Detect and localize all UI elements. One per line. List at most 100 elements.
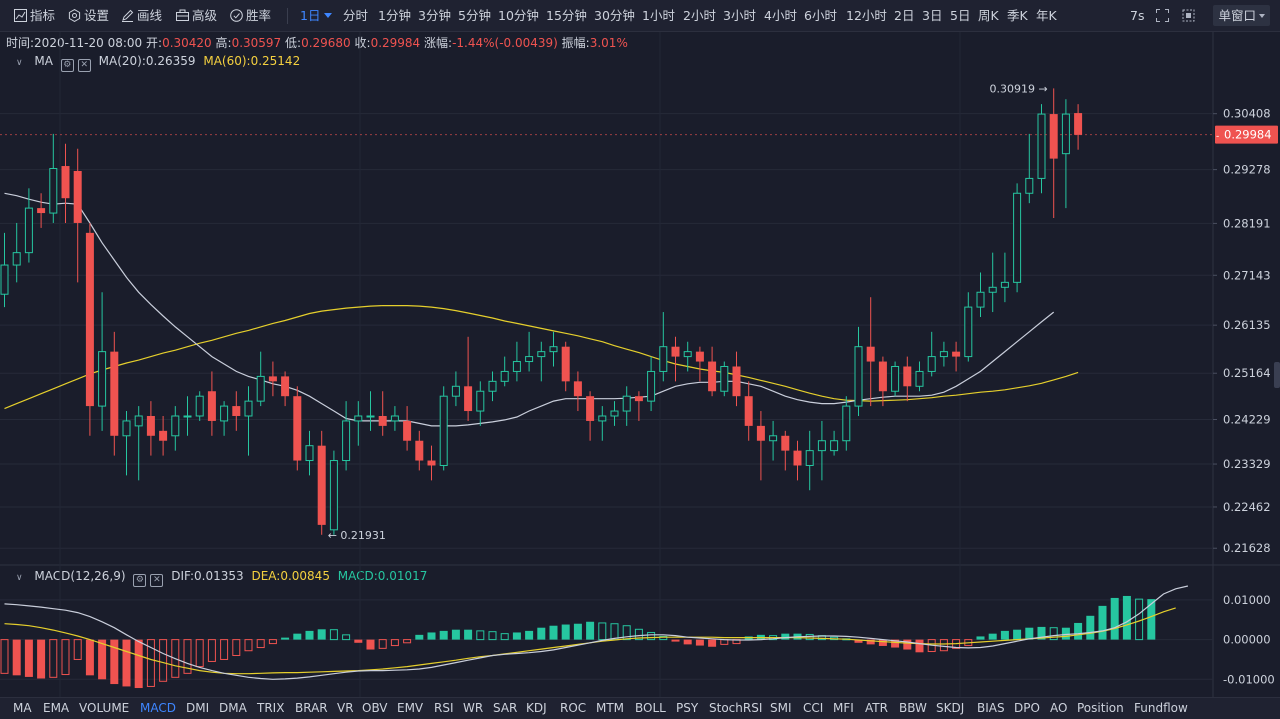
macd-bar: [49, 639, 58, 678]
collapse-chevron-icon[interactable]: ∨: [16, 573, 23, 583]
window-mode-select[interactable]: 单窗口: [1213, 5, 1270, 26]
interval-year[interactable]: 年K: [1036, 8, 1057, 23]
candle-body: [85, 232, 94, 407]
tab-boll[interactable]: BOLL: [635, 701, 666, 715]
refresh-interval[interactable]: 7s: [1130, 8, 1145, 23]
draw-line-button[interactable]: 画线: [121, 0, 162, 31]
candle-body: [903, 366, 912, 387]
candle-body: [73, 170, 82, 223]
interval-6h[interactable]: 6小时: [804, 8, 837, 23]
interval-3h[interactable]: 3小时: [723, 8, 756, 23]
interval-30m[interactable]: 30分钟: [594, 8, 635, 23]
tab-psy[interactable]: PSY: [676, 701, 699, 715]
macd-bar: [695, 639, 704, 646]
tab-dpo[interactable]: DPO: [1014, 701, 1040, 715]
low-label: 低:: [285, 36, 302, 50]
interval-3d[interactable]: 3日: [922, 8, 943, 23]
tab-bbw[interactable]: BBW: [899, 701, 927, 715]
macd-bar: [939, 639, 948, 652]
tab-dmi[interactable]: DMI: [186, 701, 210, 715]
settings-button[interactable]: 设置: [68, 0, 109, 31]
tab-fundflow[interactable]: Fundflow: [1134, 701, 1188, 715]
candle-body: [354, 415, 363, 422]
tab-sar[interactable]: SAR: [493, 701, 518, 715]
tab-mtm[interactable]: MTM: [596, 701, 625, 715]
tab-position[interactable]: Position: [1077, 701, 1124, 715]
min-price-label: ← 0.21931: [328, 529, 386, 542]
tab-mfi[interactable]: MFI: [833, 701, 854, 715]
tab-skdj[interactable]: SKDJ: [936, 701, 965, 715]
macd-bar: [403, 639, 412, 644]
interval-1h[interactable]: 1小时: [642, 8, 675, 23]
interval-5d[interactable]: 5日: [950, 8, 971, 23]
close-icon[interactable]: ✕: [77, 59, 91, 72]
interval-label: 1日: [300, 8, 321, 23]
interval-2h[interactable]: 2小时: [683, 8, 716, 23]
tab-brar[interactable]: BRAR: [295, 701, 328, 715]
tab-bias[interactable]: BIAS: [977, 701, 1005, 715]
interval-4h[interactable]: 4小时: [764, 8, 797, 23]
advanced-button[interactable]: 高级: [176, 0, 217, 31]
candle-body: [988, 286, 997, 293]
interval-15m[interactable]: 15分钟: [546, 8, 587, 23]
tab-macd[interactable]: MACD: [140, 701, 176, 715]
candle-body: [500, 370, 509, 382]
candle-body: [708, 361, 717, 392]
screenshot-icon[interactable]: [1182, 9, 1195, 22]
tab-atr[interactable]: ATR: [865, 701, 888, 715]
interval-timeshare[interactable]: 分时: [343, 8, 369, 23]
interval-2d[interactable]: 2日: [894, 8, 915, 23]
tab-ao[interactable]: AO: [1050, 701, 1068, 715]
close-icon[interactable]: ✕: [150, 574, 164, 587]
fullscreen-icon[interactable]: [1156, 9, 1169, 22]
candle-body: [244, 400, 253, 417]
interval-12h[interactable]: 12小时: [846, 8, 887, 23]
macd-bar: [73, 639, 82, 660]
price-tick-label: 0.26135: [1223, 318, 1271, 332]
close-label: 收:: [354, 36, 371, 50]
indicator-settings-icon[interactable]: ⚙: [60, 59, 74, 72]
tab-dma[interactable]: DMA: [219, 701, 247, 715]
tab-obv[interactable]: OBV: [362, 701, 388, 715]
indicators-button[interactable]: 指标: [14, 0, 55, 31]
interval-quarter[interactable]: 季K: [1007, 8, 1028, 23]
tab-ma[interactable]: MA: [13, 701, 32, 715]
interval-3m[interactable]: 3分钟: [418, 8, 451, 23]
tab-ema[interactable]: EMA: [43, 701, 70, 715]
interval-10m[interactable]: 10分钟: [498, 8, 539, 23]
macd-bar: [976, 636, 985, 640]
tab-roc[interactable]: ROC: [560, 701, 587, 715]
tab-rsi[interactable]: RSI: [434, 701, 454, 715]
indicator-settings-icon[interactable]: ⚙: [133, 574, 147, 587]
collapse-chevron-icon[interactable]: ∨: [16, 58, 23, 68]
candle-body: [683, 351, 692, 358]
tab-wr[interactable]: WR: [463, 701, 484, 715]
interval-week[interactable]: 周K: [978, 8, 999, 23]
tab-emv[interactable]: EMV: [397, 701, 424, 715]
candle-body: [476, 390, 485, 412]
tab-smi[interactable]: SMI: [770, 701, 792, 715]
tab-volume[interactable]: VOLUME: [79, 701, 130, 715]
price-tick-label: 0.25164: [1223, 366, 1271, 380]
interval-1d[interactable]: 1日: [300, 0, 333, 31]
tab-kdj[interactable]: KDJ: [526, 701, 547, 715]
candle-body: [378, 415, 387, 426]
candle-body: [403, 420, 412, 441]
price-chart[interactable]: 0.30408 0.29278 0.28191 0.27143 0.26135 0.251…: [0, 32, 1280, 697]
price-tick-label: 0.29278: [1223, 163, 1271, 177]
winrate-button[interactable]: 胜率: [230, 0, 271, 31]
last-price-tag: [1215, 125, 1278, 144]
interval-5m[interactable]: 5分钟: [458, 8, 491, 23]
tab-vr[interactable]: VR: [337, 701, 354, 715]
tab-trix[interactable]: TRIX: [257, 701, 285, 715]
macd-bar: [1037, 626, 1046, 640]
candle-body: [793, 450, 802, 466]
tab-cci[interactable]: CCI: [803, 701, 824, 715]
tab-stochrsi[interactable]: StochRSI: [709, 701, 763, 715]
macd-bar: [98, 639, 107, 680]
macd-bar: [390, 639, 399, 647]
interval-1m[interactable]: 1分钟: [378, 8, 411, 23]
candle-body: [805, 450, 814, 466]
open-label: 开:: [146, 36, 163, 50]
candle-body: [415, 440, 424, 461]
